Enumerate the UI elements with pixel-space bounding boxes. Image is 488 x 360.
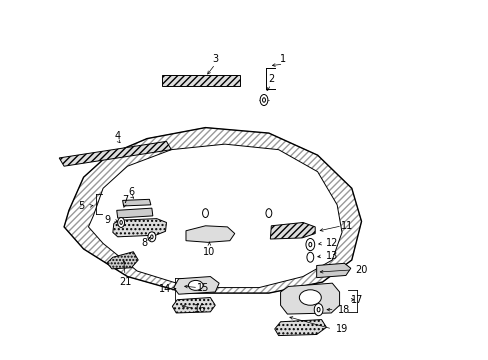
Text: 4: 4 (114, 131, 121, 141)
Text: 10: 10 (203, 247, 215, 257)
Text: 13: 13 (325, 251, 338, 261)
Polygon shape (113, 219, 166, 237)
Text: 15: 15 (197, 283, 209, 293)
Text: 8: 8 (141, 238, 147, 248)
Polygon shape (59, 141, 171, 166)
Ellipse shape (265, 209, 271, 217)
Text: 3: 3 (212, 54, 218, 64)
Ellipse shape (262, 98, 265, 102)
Polygon shape (161, 75, 239, 86)
Polygon shape (270, 222, 315, 239)
Polygon shape (274, 320, 326, 336)
Text: 11: 11 (340, 221, 352, 231)
Text: 9: 9 (104, 215, 110, 225)
Text: 20: 20 (355, 265, 367, 275)
Polygon shape (173, 276, 219, 294)
Ellipse shape (202, 209, 208, 217)
Ellipse shape (299, 290, 321, 305)
Ellipse shape (306, 252, 313, 262)
Text: 21: 21 (119, 277, 131, 287)
Text: 7: 7 (122, 195, 128, 206)
Ellipse shape (260, 94, 267, 105)
Text: 6: 6 (128, 187, 134, 197)
Ellipse shape (120, 221, 122, 224)
Polygon shape (64, 127, 361, 293)
Text: 17: 17 (350, 295, 362, 305)
Ellipse shape (314, 303, 323, 316)
Text: 14: 14 (159, 284, 171, 294)
Polygon shape (316, 263, 350, 278)
Polygon shape (117, 208, 153, 218)
Polygon shape (185, 226, 234, 242)
Text: 1: 1 (280, 54, 286, 64)
Ellipse shape (150, 235, 153, 239)
Polygon shape (107, 252, 138, 269)
Text: 16: 16 (193, 303, 205, 314)
Ellipse shape (118, 217, 124, 228)
Polygon shape (88, 144, 341, 288)
Polygon shape (122, 199, 151, 206)
Ellipse shape (188, 280, 203, 291)
Text: 19: 19 (335, 324, 347, 334)
Text: 12: 12 (325, 238, 338, 248)
Ellipse shape (305, 238, 314, 251)
Polygon shape (280, 283, 339, 314)
Text: 5: 5 (78, 201, 84, 211)
Text: 18: 18 (338, 305, 350, 315)
Ellipse shape (308, 242, 311, 247)
Text: 2: 2 (267, 74, 274, 84)
Ellipse shape (148, 232, 156, 242)
Ellipse shape (317, 307, 320, 312)
Polygon shape (172, 297, 215, 313)
